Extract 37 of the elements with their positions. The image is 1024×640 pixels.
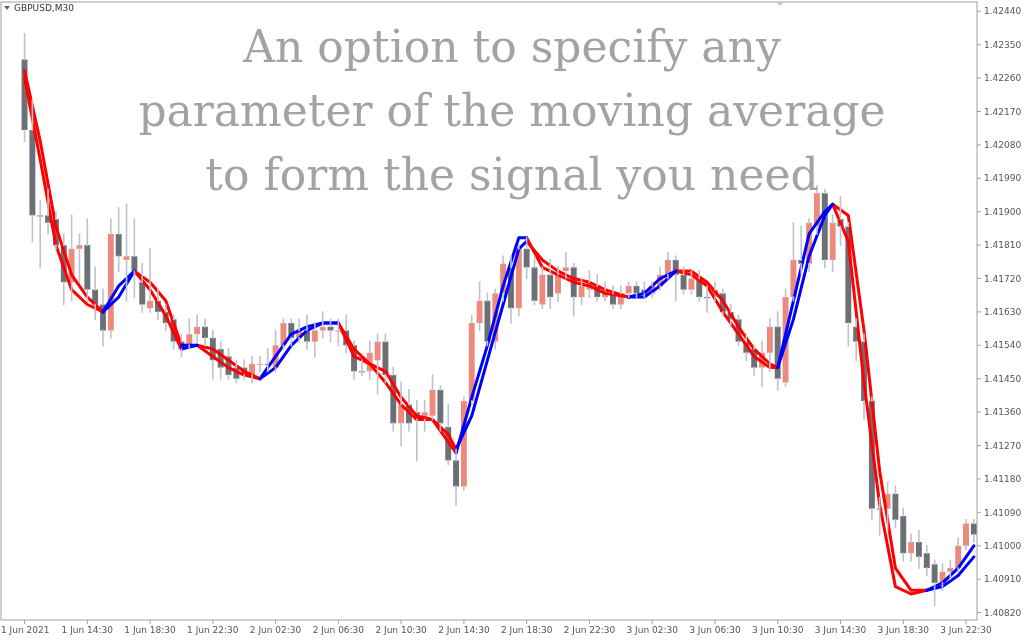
x-tick-label: 3 Jun 14:30: [814, 625, 867, 635]
x-tick-label: 1 Jun 2021: [1, 625, 50, 635]
y-tick-label: 1.42170: [984, 106, 1022, 117]
x-tick-label: 3 Jun 18:30: [877, 625, 930, 635]
y-tick-label: 1.42350: [984, 39, 1022, 50]
y-tick-label: 1.40910: [984, 574, 1022, 585]
x-tick-label: 2 Jun 10:30: [375, 625, 428, 635]
x-tick-label: 2 Jun 14:30: [438, 625, 490, 635]
y-tick-label: 1.41180: [984, 474, 1022, 485]
y-tick-label: 1.41720: [984, 273, 1022, 284]
x-tick-label: 1 Jun 18:30: [124, 625, 177, 635]
y-tick-label: 1.41810: [984, 240, 1022, 251]
x-tick-label: 3 Jun 06:30: [689, 625, 741, 635]
x-tick-label: 3 Jun 02:30: [626, 625, 679, 635]
y-tick-label: 1.41900: [984, 206, 1022, 217]
y-tick-label: 1.40820: [984, 607, 1022, 618]
y-tick-label: 1.42260: [984, 73, 1022, 84]
text: An option to specify any parameter of the moving average to form the signal you need: [138, 21, 886, 200]
x-tick-label: 3 Jun 10:30: [751, 625, 804, 635]
x-tick-label: 1 Jun 22:30: [187, 625, 239, 635]
y-tick-label: 1.41450: [984, 373, 1022, 384]
x-tick-label: 2 Jun 18:30: [500, 625, 553, 635]
y-tick-label: 1.42080: [984, 140, 1022, 151]
x-tick-label: 2 Jun 06:30: [312, 625, 365, 635]
x-tick-label: 2 Jun 22:30: [563, 625, 616, 635]
y-tick-label: 1.41360: [984, 407, 1022, 418]
y-tick-label: 1.41990: [984, 173, 1022, 184]
x-tick-label: 2 Jun 02:30: [249, 625, 302, 635]
x-tick-label: 3 Jun 22:30: [940, 625, 993, 635]
y-tick-label: 1.41090: [984, 507, 1022, 518]
x-tick-label: 1 Jun 14:30: [61, 625, 114, 635]
annotation: GBPUSD,M30: [14, 3, 75, 13]
y-tick-label: 1.42440: [984, 6, 1022, 17]
y-tick-label: 1.41270: [984, 440, 1022, 451]
y-tick-label: 1.41630: [984, 307, 1022, 318]
y-tick-label: 1.41540: [984, 340, 1022, 351]
y-tick-label: 1.41000: [984, 540, 1022, 551]
